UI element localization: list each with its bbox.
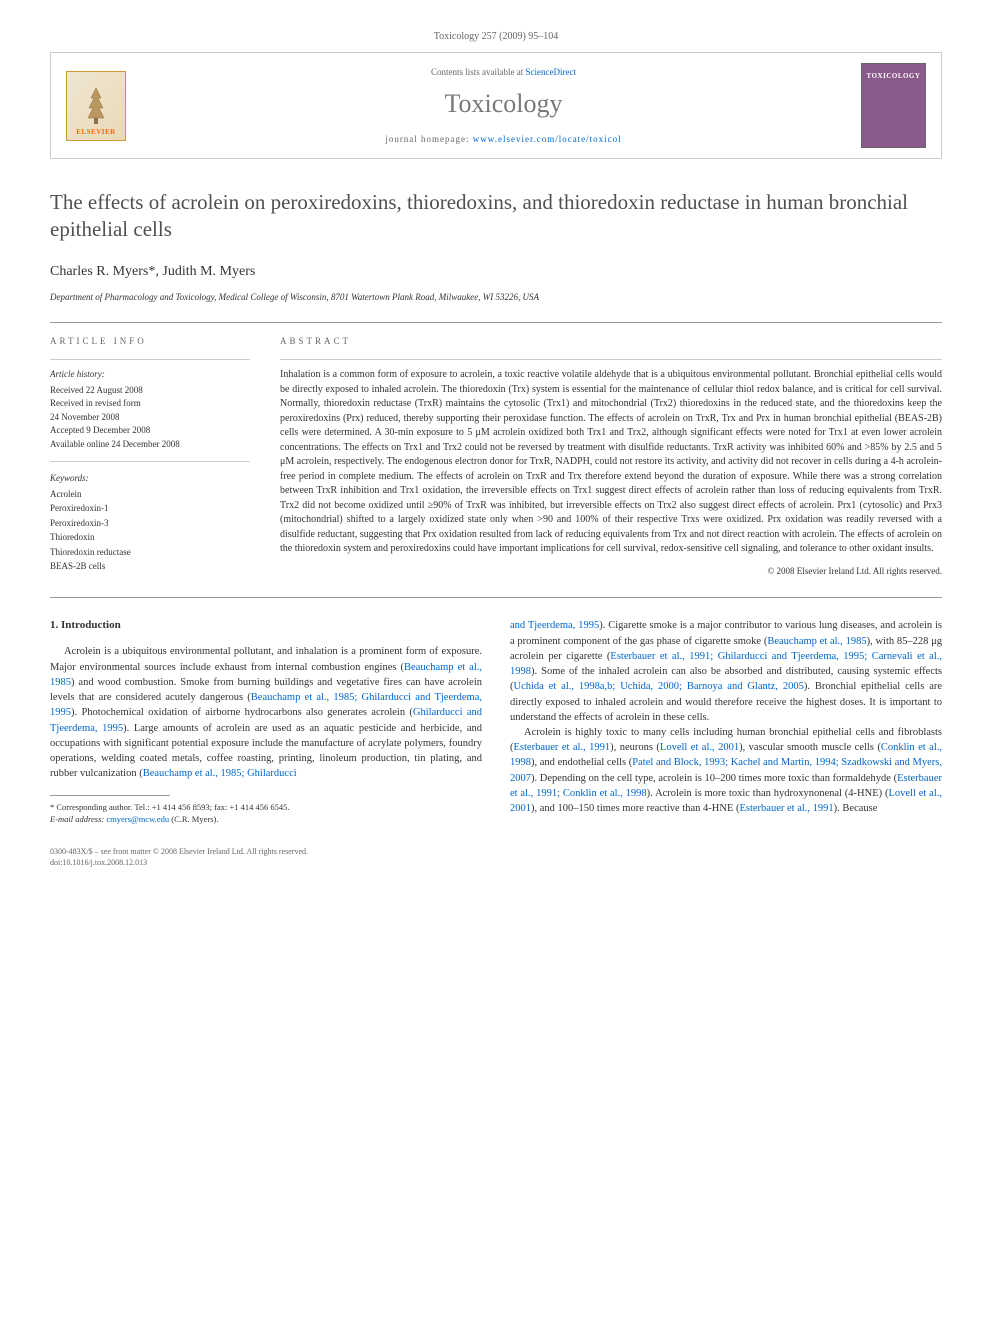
- abstract-header: abstract: [280, 335, 942, 348]
- elsevier-tree-icon: [76, 83, 116, 128]
- elsevier-logo: ELSEVIER: [66, 71, 126, 141]
- keyword-item: Peroxiredoxin-3: [50, 517, 250, 531]
- history-item: Received in revised form: [50, 397, 250, 411]
- body-text: ). Because: [834, 803, 878, 814]
- journal-center-block: Contents lists available at ScienceDirec…: [146, 66, 861, 146]
- history-item: Accepted 9 December 2008: [50, 424, 250, 438]
- journal-homepage-link[interactable]: www.elsevier.com/locate/toxicol: [473, 134, 622, 144]
- body-text: ), and 100–150 times more reactive than …: [531, 803, 739, 814]
- journal-name: Toxicology: [146, 86, 861, 122]
- info-abstract-row: article info Article history: Received 2…: [50, 335, 942, 578]
- body-text: ). Photochemical oxidation of airborne h…: [71, 707, 413, 718]
- citation-link[interactable]: Esterbauer et al., 1991: [739, 803, 833, 814]
- divider-bottom: [50, 597, 942, 598]
- journal-homepage: journal homepage: www.elsevier.com/locat…: [146, 133, 861, 146]
- citation-link[interactable]: Esterbauer et al., 1991: [514, 742, 611, 753]
- corresponding-author-footnote: * Corresponding author. Tel.: +1 414 456…: [50, 802, 482, 826]
- keyword-item: Peroxiredoxin-1: [50, 502, 250, 516]
- keyword-item: Thioredoxin reductase: [50, 546, 250, 560]
- history-item: 24 November 2008: [50, 411, 250, 425]
- body-paragraph: and Tjeerdema, 1995). Cigarette smoke is…: [510, 618, 942, 725]
- body-columns: 1. Introduction Acrolein is a ubiquitous…: [50, 618, 942, 826]
- citation-link[interactable]: Beauchamp et al., 1985; Ghilarducci: [143, 768, 297, 779]
- info-divider: [50, 359, 250, 360]
- email-suffix: (C.R. Myers).: [169, 814, 218, 824]
- affiliation: Department of Pharmacology and Toxicolog…: [50, 291, 942, 304]
- citation-link[interactable]: Lovell et al., 2001: [660, 742, 739, 753]
- elsevier-logo-text: ELSEVIER: [76, 128, 115, 138]
- article-title: The effects of acrolein on peroxiredoxin…: [50, 189, 942, 244]
- body-paragraph: Acrolein is highly toxic to many cells i…: [510, 725, 942, 816]
- citation-link[interactable]: Uchida et al., 1998a,b; Uchida, 2000; Ba…: [514, 681, 804, 692]
- citation-link[interactable]: Beauchamp et al., 1985: [767, 636, 866, 647]
- article-info-column: article info Article history: Received 2…: [50, 335, 250, 578]
- citation-link[interactable]: and Tjeerdema, 1995: [510, 620, 599, 631]
- footer-doi: doi:10.1016/j.tox.2008.12.013: [50, 857, 942, 868]
- body-text: ). Acrolein is more toxic than hydroxyno…: [647, 788, 889, 799]
- footnote-divider: [50, 795, 170, 796]
- footnote-line: * Corresponding author. Tel.: +1 414 456…: [50, 802, 482, 814]
- abstract-column: abstract Inhalation is a common form of …: [280, 335, 942, 578]
- footer-copyright: 0300-483X/$ – see front matter © 2008 El…: [50, 846, 942, 857]
- history-item: Available online 24 December 2008: [50, 438, 250, 452]
- body-column-left: 1. Introduction Acrolein is a ubiquitous…: [50, 618, 482, 826]
- keywords-label: Keywords:: [50, 472, 250, 486]
- footnote-email-line: E-mail address: cmyers@mcw.edu (C.R. Mye…: [50, 814, 482, 826]
- email-label: E-mail address:: [50, 814, 106, 824]
- keywords-list: Acrolein Peroxiredoxin-1 Peroxiredoxin-3…: [50, 488, 250, 574]
- running-header: Toxicology 257 (2009) 95–104: [50, 30, 942, 44]
- abstract-divider: [280, 359, 942, 360]
- article-info-header: article info: [50, 335, 250, 348]
- contents-available-text: Contents lists available at ScienceDirec…: [146, 66, 861, 79]
- journal-cover-thumbnail: TOXICOLOGY: [861, 63, 926, 148]
- article-history-block: Article history: Received 22 August 2008…: [50, 368, 250, 574]
- info-inner-divider: [50, 461, 250, 462]
- abstract-text: Inhalation is a common form of exposure …: [280, 368, 942, 557]
- body-column-right: and Tjeerdema, 1995). Cigarette smoke is…: [510, 618, 942, 826]
- abstract-copyright: © 2008 Elsevier Ireland Ltd. All rights …: [280, 565, 942, 578]
- body-text: ), and endothelial cells (: [531, 757, 632, 768]
- section-heading-introduction: 1. Introduction: [50, 618, 482, 634]
- sciencedirect-link[interactable]: ScienceDirect: [526, 67, 576, 77]
- keyword-item: BEAS-2B cells: [50, 560, 250, 574]
- divider-top: [50, 322, 942, 323]
- email-link[interactable]: cmyers@mcw.edu: [106, 814, 169, 824]
- homepage-prefix: journal homepage:: [385, 134, 472, 144]
- contents-prefix: Contents lists available at: [431, 67, 525, 77]
- cover-title-text: TOXICOLOGY: [867, 72, 921, 82]
- body-text: ), vascular smooth muscle cells (: [739, 742, 881, 753]
- journal-header-box: ELSEVIER Contents lists available at Sci…: [50, 52, 942, 159]
- body-paragraph: Acrolein is a ubiquitous environmental p…: [50, 644, 482, 781]
- keyword-item: Acrolein: [50, 488, 250, 502]
- authors-line: Charles R. Myers*, Judith M. Myers: [50, 262, 942, 282]
- page-footer: 0300-483X/$ – see front matter © 2008 El…: [50, 846, 942, 868]
- keyword-item: Thioredoxin: [50, 531, 250, 545]
- history-item: Received 22 August 2008: [50, 384, 250, 398]
- body-text: ). Depending on the cell type, acrolein …: [531, 773, 897, 784]
- history-label: Article history:: [50, 368, 250, 382]
- body-text: ), neurons (: [610, 742, 660, 753]
